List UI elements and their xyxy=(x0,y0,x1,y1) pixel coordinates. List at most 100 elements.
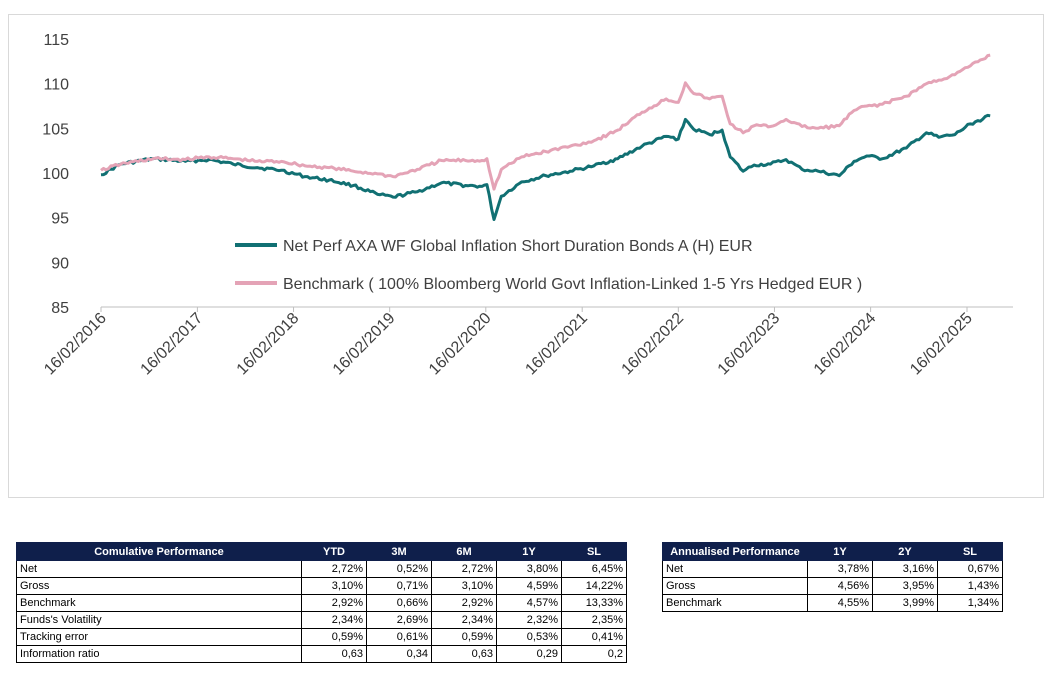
table-row: Net 3,78% 3,16% 0,67% xyxy=(662,560,1003,578)
column-header: 1Y xyxy=(496,542,562,561)
legend-label: Net Perf AXA WF Global Inflation Short D… xyxy=(283,238,753,255)
y-axis: 85 90 95 100 105 110 115 xyxy=(42,32,69,317)
x-tick-label: 16/02/2016 xyxy=(41,310,110,379)
column-header: 2Y xyxy=(872,542,938,561)
table-cell: 2,72% xyxy=(301,560,367,578)
table-body: Net 2,72% 0,52% 2,72% 3,80% 6,45% Gross 3,10% 0,… xyxy=(16,560,627,663)
row-label: Information ratio xyxy=(16,645,302,663)
series-lines xyxy=(100,53,991,221)
y-tick-label: 90 xyxy=(51,255,69,272)
table-cell: 1,43% xyxy=(937,577,1003,595)
row-label: Net xyxy=(16,560,302,578)
table-cell: 3,80% xyxy=(496,560,562,578)
cumulative-performance-table: Comulative Performance YTD 3M 6M 1Y SL N… xyxy=(16,542,627,663)
table-cell: 3,10% xyxy=(301,577,367,595)
table-cell: 2,34% xyxy=(431,611,497,629)
x-tick-label: 16/02/2024 xyxy=(811,310,880,379)
legend: Net Perf AXA WF Global Inflation Short D… xyxy=(235,238,862,293)
x-axis: 16/02/2016 16/02/2017 16/02/2018 16/02/2019… xyxy=(41,306,1013,379)
row-label: Gross xyxy=(662,577,808,595)
table-cell: 2,92% xyxy=(431,594,497,612)
table-cell: 4,56% xyxy=(807,577,873,595)
x-tick-label: 16/02/2025 xyxy=(907,310,976,379)
table-body: Net 3,78% 3,16% 0,67% Gross 4,56% 3,95% 1,43% Be… xyxy=(662,560,1003,612)
row-label: Gross xyxy=(16,577,302,595)
table-cell: 0,71% xyxy=(366,577,432,595)
table-cell: 0,29 xyxy=(496,645,562,663)
table-cell: 3,95% xyxy=(872,577,938,595)
table-cell: 3,16% xyxy=(872,560,938,578)
table-cell: 0,61% xyxy=(366,628,432,646)
table-cell: 0,63 xyxy=(431,645,497,663)
table-row: Net 2,72% 0,52% 2,72% 3,80% 6,45% xyxy=(16,560,627,578)
y-tick-label: 105 xyxy=(42,121,69,138)
table-cell: 0,52% xyxy=(366,560,432,578)
table-row: Tracking error 0,59% 0,61% 0,59% 0,53% 0,41% xyxy=(16,628,627,646)
table-header-row: Annualised Performance 1Y 2Y SL xyxy=(662,542,1003,561)
table-cell: 0,59% xyxy=(301,628,367,646)
row-label: Benchmark xyxy=(16,594,302,612)
column-header: 3M xyxy=(366,542,432,561)
x-tick-label: 16/02/2023 xyxy=(715,310,784,379)
y-tick-label: 85 xyxy=(51,300,69,317)
table-cell: 6,45% xyxy=(561,560,627,578)
row-label: Funds's Volatility xyxy=(16,611,302,629)
y-tick-label: 115 xyxy=(43,32,69,49)
table-row: Benchmark 4,55% 3,99% 1,34% xyxy=(662,594,1003,612)
table-cell: 2,92% xyxy=(301,594,367,612)
table-row: Information ratio 0,63 0,34 0,63 0,29 0,2 xyxy=(16,645,627,663)
chart-frame: 85 90 95 100 105 110 115 16/02/2016 16/02/2017 1… xyxy=(8,14,1044,498)
table-cell: 0,67% xyxy=(937,560,1003,578)
row-label: Net xyxy=(662,560,808,578)
table-cell: 0,34 xyxy=(366,645,432,663)
table-row: Funds's Volatility 2,34% 2,69% 2,34% 2,32% 2,… xyxy=(16,611,627,629)
x-tick-label: 16/02/2022 xyxy=(619,310,688,379)
column-header: 6M xyxy=(431,542,497,561)
table-cell: 2,72% xyxy=(431,560,497,578)
x-tick-label: 16/02/2017 xyxy=(138,310,207,379)
x-tick-label: 16/02/2018 xyxy=(234,310,303,379)
table-row: Gross 4,56% 3,95% 1,43% xyxy=(662,577,1003,595)
table-cell: 1,34% xyxy=(937,594,1003,612)
column-header: SL xyxy=(561,542,627,561)
table-cell: 0,59% xyxy=(431,628,497,646)
table-cell: 14,22% xyxy=(561,577,627,595)
table-cell: 0,2 xyxy=(561,645,627,663)
x-tick-label: 16/02/2020 xyxy=(426,310,495,379)
y-tick-label: 95 xyxy=(51,211,69,228)
series-line-1 xyxy=(100,113,991,221)
column-header: SL xyxy=(937,542,1003,561)
table-cell: 0,66% xyxy=(366,594,432,612)
column-header: YTD xyxy=(301,542,367,561)
table-cell: 0,53% xyxy=(496,628,562,646)
table-row: Gross 3,10% 0,71% 3,10% 4,59% 14,22% xyxy=(16,577,627,595)
table-row: Benchmark 2,92% 0,66% 2,92% 4,57% 13,33% xyxy=(16,594,627,612)
table-cell: 0,63 xyxy=(301,645,367,663)
table-header-row: Comulative Performance YTD 3M 6M 1Y SL xyxy=(16,542,627,561)
table-cell: 0,41% xyxy=(561,628,627,646)
row-label: Benchmark xyxy=(662,594,808,612)
series-line-2 xyxy=(100,53,991,191)
table-cell: 3,10% xyxy=(431,577,497,595)
annualised-performance-table: Annualised Performance 1Y 2Y SL Net 3,78%… xyxy=(662,542,1003,612)
column-header: Comulative Performance xyxy=(16,542,302,561)
column-header: Annualised Performance xyxy=(662,542,808,561)
x-tick-label: 16/02/2021 xyxy=(522,310,591,379)
table-cell: 3,78% xyxy=(807,560,873,578)
table-cell: 4,55% xyxy=(807,594,873,612)
table-cell: 2,69% xyxy=(366,611,432,629)
table-cell: 13,33% xyxy=(561,594,627,612)
y-tick-label: 100 xyxy=(42,166,69,183)
table-cell: 2,32% xyxy=(496,611,562,629)
row-label: Tracking error xyxy=(16,628,302,646)
legend-label: Benchmark ( 100% Bloomberg World Govt In… xyxy=(283,276,862,293)
table-cell: 4,57% xyxy=(496,594,562,612)
table-cell: 3,99% xyxy=(872,594,938,612)
y-tick-label: 110 xyxy=(43,77,69,94)
table-cell: 2,35% xyxy=(561,611,627,629)
table-cell: 4,59% xyxy=(496,577,562,595)
column-header: 1Y xyxy=(807,542,873,561)
x-tick-label: 16/02/2019 xyxy=(330,310,399,379)
table-cell: 2,34% xyxy=(301,611,367,629)
